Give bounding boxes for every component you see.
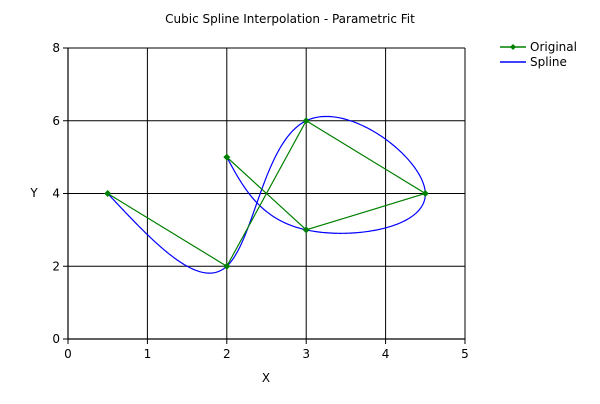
y-tick-label: 6 [52, 114, 60, 128]
original-data-point [421, 190, 429, 197]
plot-area [104, 115, 429, 274]
tick-labels: 0 1 2 3 4 5 0 2 4 6 8 [52, 41, 468, 361]
x-tick-label: 2 [223, 347, 231, 361]
x-tick-label: 4 [382, 347, 390, 361]
original-series-line [107, 119, 427, 268]
x-tick-label: 5 [461, 347, 469, 361]
y-tick-label: 4 [52, 187, 60, 201]
x-tick-label: 0 [64, 347, 72, 361]
original-data-point [302, 117, 310, 125]
legend-label-spline: Spline [530, 55, 567, 69]
legend: Original Spline [500, 40, 577, 69]
original-data-point [104, 190, 112, 197]
y-tick-label: 8 [52, 41, 60, 55]
x-tick-label: 3 [302, 347, 310, 361]
original-data-point [223, 262, 231, 270]
x-axis-label: X [262, 371, 270, 385]
spline-series-line [107, 115, 426, 274]
y-axis-label: Y [29, 186, 38, 200]
x-tick-label: 1 [144, 347, 152, 361]
original-data-point [223, 153, 231, 161]
y-tick-label: 2 [52, 259, 60, 273]
legend-marker-original [510, 44, 516, 50]
chart-title: Cubic Spline Interpolation - Parametric … [165, 12, 415, 26]
legend-label-original: Original [530, 40, 577, 54]
original-data-point [302, 226, 310, 234]
grid [68, 47, 466, 339]
y-tick-label: 0 [52, 332, 60, 346]
